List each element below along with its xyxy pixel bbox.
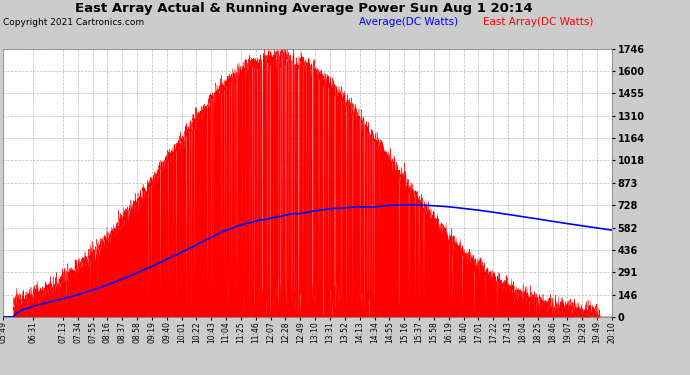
Text: East Array Actual & Running Average Power Sun Aug 1 20:14: East Array Actual & Running Average Powe… xyxy=(75,2,533,15)
Text: Average(DC Watts): Average(DC Watts) xyxy=(359,17,458,27)
Text: East Array(DC Watts): East Array(DC Watts) xyxy=(483,17,593,27)
Text: Copyright 2021 Cartronics.com: Copyright 2021 Cartronics.com xyxy=(3,18,145,27)
